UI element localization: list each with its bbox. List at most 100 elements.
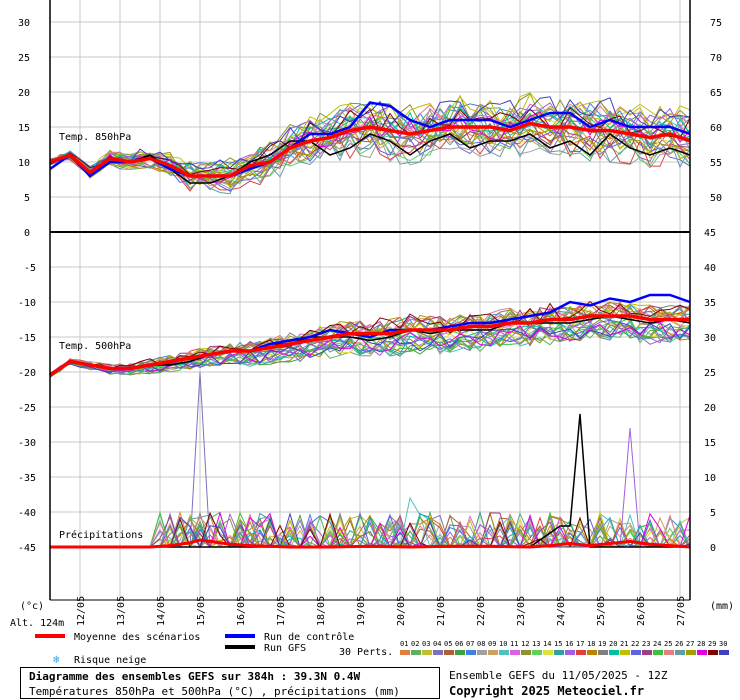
legend-gfs-swatch (225, 645, 255, 649)
legend: Moyenne des scénarios Run de contrôle Ru… (35, 631, 729, 666)
pert-color-swatch (510, 650, 520, 655)
tick-label-date: 26/05 (636, 596, 647, 626)
legend-snow-label: Risque neige (74, 655, 146, 666)
pert-number: 01 (400, 640, 408, 648)
tick-label-right-500: 35 (704, 298, 716, 309)
perts-label: 30 Perts. (339, 647, 393, 658)
pert-number: 21 (620, 640, 628, 648)
pert-color-swatch (565, 650, 575, 655)
pert-color-swatch (697, 650, 707, 655)
pert-color-swatch (664, 650, 674, 655)
tick-label-right-850: 65 (710, 88, 722, 99)
main-series (48, 101, 691, 549)
altitude-label: Alt. 124m (10, 618, 64, 629)
tick-label-left-850: 5 (24, 193, 30, 204)
legend-mean-label: Moyenne des scénarios (74, 631, 200, 643)
pert-number: 28 (697, 640, 705, 648)
pert-color-swatch (576, 650, 586, 655)
pert-number: 19 (598, 640, 606, 648)
tick-label-left-500: -10 (18, 298, 36, 309)
legend-mean-swatch (35, 634, 65, 638)
pert-color-swatch (587, 650, 597, 655)
ensemble-850-line (49, 122, 691, 188)
unit-right-label: (mm) (710, 601, 734, 612)
pert-color-swatch (609, 650, 619, 655)
tick-label-date: 17/05 (276, 596, 287, 626)
footer-box: Diagramme des ensembles GEFS sur 384h : … (20, 667, 440, 699)
pert-color-swatch (521, 650, 531, 655)
tick-label-left-500: -25 (18, 403, 36, 414)
pert-color-swatch (620, 650, 630, 655)
pert-number: 30 (719, 640, 727, 648)
pert-color-swatch (532, 650, 542, 655)
pert-color-swatch (466, 650, 476, 655)
tick-label-left-850: 10 (18, 158, 30, 169)
tick-label-right-500: 5 (710, 508, 716, 519)
tick-label-right-850: 60 (710, 123, 722, 134)
pert-number: 16 (565, 640, 573, 648)
pert-number: 02 (411, 640, 419, 648)
pert-color-swatch (719, 650, 729, 655)
tick-label-left-500: -15 (18, 333, 36, 344)
pert-color-swatch (433, 650, 443, 655)
footer-subtitle: Températures 850hPa et 500hPa (°C) , pré… (29, 685, 400, 698)
pert-color-swatch (653, 650, 663, 655)
tick-label-right-850: 70 (710, 53, 722, 64)
pert-color-swatch (543, 650, 553, 655)
tick-label-left-500: -30 (18, 438, 36, 449)
tick-label-left-500: -35 (18, 473, 36, 484)
pert-number: 20 (609, 640, 617, 648)
pert-number: 18 (587, 640, 595, 648)
tick-label-date: 24/05 (556, 596, 567, 626)
tick-label-date: 16/05 (236, 596, 247, 626)
pert-color-swatch (499, 650, 509, 655)
tick-label-left-850: 30 (18, 18, 30, 29)
ensemble-850-line (49, 103, 691, 178)
pert-number: 17 (576, 640, 584, 648)
pert-number: 23 (642, 640, 650, 648)
ensemble-850-line (49, 120, 691, 186)
pert-number: 22 (631, 640, 639, 648)
pert-color-swatch (477, 650, 487, 655)
pert-number: 10 (499, 640, 507, 648)
legend-gfs-label: Run GFS (264, 643, 306, 654)
legend-control-label: Run de contrôle (264, 631, 354, 643)
pert-color-swatch (411, 650, 421, 655)
tick-label-date: 18/05 (316, 596, 327, 626)
pert-number: 14 (543, 640, 551, 648)
tick-label-date: 19/05 (356, 596, 367, 626)
mean-850-line (49, 121, 691, 178)
tick-label-right-500: 45 (704, 228, 716, 239)
pert-color-swatch (642, 650, 652, 655)
tick-label-right-500: 30 (704, 333, 716, 344)
pert-number: 08 (477, 640, 485, 648)
pert-number: 09 (488, 640, 496, 648)
tick-labels: 051015202530-45-40-35-30-25-20-15-10-550… (18, 18, 722, 626)
pert-number: 05 (444, 640, 452, 648)
tick-label-date: 21/05 (436, 596, 447, 626)
pert-color-swatch (675, 650, 685, 655)
tick-label-date: 12/05 (76, 596, 87, 626)
tick-label-right-500: 20 (704, 403, 716, 414)
pert-color-swatch (400, 650, 410, 655)
tick-label-left-500: -40 (18, 508, 36, 519)
tick-label-left-500: -20 (18, 368, 36, 379)
pert-number: 26 (675, 640, 683, 648)
pert-number: 06 (455, 640, 463, 648)
pert-color-swatch (444, 650, 454, 655)
pert-color-swatch (708, 650, 718, 655)
tick-label-left-500: -5 (24, 263, 36, 274)
grid-lines (50, 0, 690, 600)
tick-label-right-850: 55 (710, 158, 722, 169)
tick-label-right-500: 0 (710, 543, 716, 554)
axes (49, 0, 691, 601)
pert-number: 03 (422, 640, 430, 648)
tick-label-date: 25/05 (596, 596, 607, 626)
pert-number: 27 (686, 640, 694, 648)
tick-label-right-500: 10 (704, 473, 716, 484)
panel-850-title: Temp. 850hPa (59, 132, 131, 143)
pert-number: 25 (664, 640, 672, 648)
pert-color-swatch (422, 650, 432, 655)
tick-label-left-850: 25 (18, 53, 30, 64)
